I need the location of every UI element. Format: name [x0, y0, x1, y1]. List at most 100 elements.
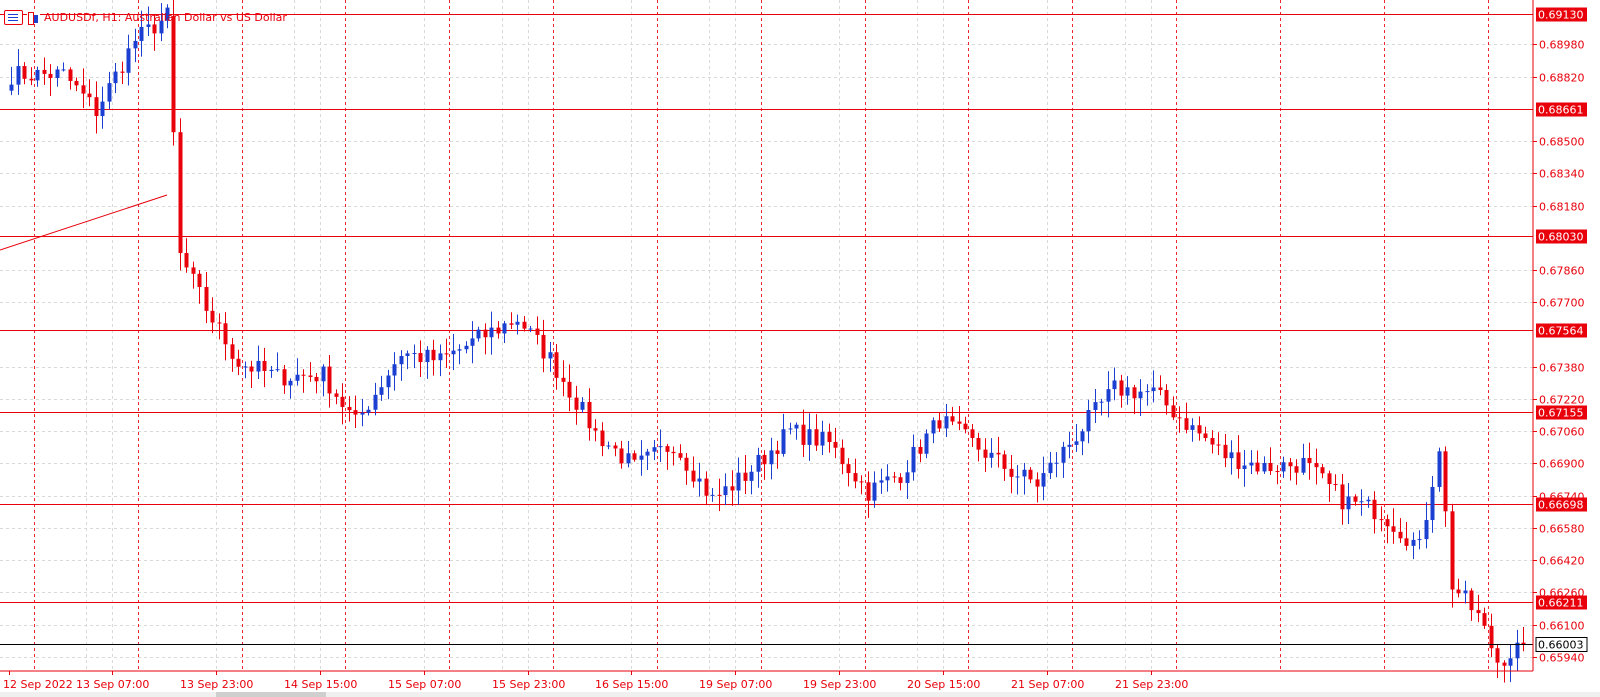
bearish-candle — [775, 450, 780, 454]
bullish-candle — [1022, 469, 1027, 477]
bullish-candle — [243, 366, 248, 368]
bearish-candle — [1307, 457, 1312, 463]
bullish-candle — [16, 66, 21, 85]
bearish-candle — [671, 451, 676, 454]
time-tick-label: 15 Sep 07:00 — [388, 678, 461, 691]
bullish-candle — [639, 455, 644, 460]
time-tick-label: 21 Sep 23:00 — [1115, 678, 1188, 691]
bearish-candle — [1210, 438, 1215, 445]
bearish-candle — [236, 358, 241, 367]
price-tick-label: 0.65940 — [1539, 652, 1585, 665]
bullish-candle — [502, 323, 507, 334]
bullish-candle — [1262, 462, 1267, 472]
trend-line — [0, 194, 168, 251]
bearish-candle — [632, 453, 637, 460]
bullish-candle — [464, 345, 469, 350]
bullish-candle — [989, 452, 994, 458]
bearish-candle — [1385, 519, 1390, 527]
time-tick-label: 21 Sep 07:00 — [1011, 678, 1084, 691]
price-tick-label: 0.66100 — [1539, 620, 1585, 633]
bullish-candle — [457, 349, 462, 351]
price-tick-label: 0.68500 — [1539, 136, 1585, 149]
bullish-candle — [781, 429, 786, 454]
bullish-candle — [100, 101, 105, 117]
bearish-candle — [42, 69, 47, 74]
time-tick-label: 19 Sep 23:00 — [803, 678, 876, 691]
bearish-candle — [892, 476, 897, 478]
bullish-candle — [1437, 451, 1442, 487]
bullish-candle — [606, 445, 611, 447]
bearish-candle — [522, 321, 527, 329]
horizontal-scrollbar[interactable] — [0, 692, 1600, 697]
bullish-candle — [1190, 425, 1195, 430]
bullish-candle — [133, 40, 138, 49]
bearish-candle — [1379, 519, 1384, 521]
bearish-candle — [1340, 484, 1345, 510]
bearish-candle — [1372, 499, 1377, 520]
bullish-candle — [9, 84, 14, 91]
bearish-candle — [535, 328, 540, 335]
bullish-candle — [1430, 486, 1435, 521]
bullish-candle — [1366, 499, 1371, 502]
bullish-candle — [885, 476, 890, 481]
bearish-candle — [81, 85, 86, 94]
bearish-candle — [223, 323, 228, 345]
bullish-candle — [288, 380, 293, 386]
time-tick-label: 15 Sep 23:00 — [492, 678, 565, 691]
bearish-candle — [691, 470, 696, 482]
level-label: 0.66698 — [1538, 499, 1584, 512]
bullish-candle — [1054, 462, 1059, 464]
bullish-candle — [269, 369, 274, 371]
level-label-box — [1536, 595, 1587, 610]
bullish-candle — [392, 364, 397, 376]
bullish-candle — [275, 369, 280, 371]
bullish-candle — [1106, 389, 1111, 402]
bearish-candle — [1158, 387, 1163, 390]
bearish-candle — [1288, 462, 1293, 467]
bullish-candle — [107, 83, 112, 102]
bearish-candle — [1443, 451, 1448, 512]
bearish-candle — [1489, 625, 1494, 649]
candlestick-chart-icon[interactable] — [27, 10, 40, 25]
level-price-labels: 0.69130 0.68661 0.68030 0.67564 0.67155 0.666… — [1536, 7, 1587, 610]
bullish-candle — [807, 429, 812, 445]
bearish-candle — [567, 381, 572, 398]
bullish-candle — [1463, 590, 1468, 594]
bullish-candle — [756, 454, 761, 472]
time-tick-label: 12 Sep 2022 — [3, 678, 73, 691]
bearish-candle — [418, 353, 423, 363]
bearish-candle — [587, 401, 592, 429]
bullish-candle — [1249, 462, 1254, 466]
level-label: 0.68661 — [1538, 104, 1584, 117]
scrollbar-thumb[interactable] — [216, 692, 326, 697]
bullish-candle — [438, 353, 443, 361]
bullish-candle — [710, 494, 715, 496]
current-price-label: 0.66003 — [1535, 637, 1588, 652]
price-tick-label: 0.66580 — [1539, 523, 1585, 536]
bearish-candle — [1177, 417, 1182, 419]
bullish-candle — [1145, 391, 1150, 393]
price-tick-label: 0.67060 — [1539, 426, 1585, 439]
price-tick-label: 0.66420 — [1539, 555, 1585, 568]
bullish-candle — [470, 338, 475, 346]
bearish-candle — [762, 454, 767, 465]
bullish-candle — [35, 69, 40, 81]
bearish-candle — [983, 449, 988, 458]
bullish-candle — [1515, 642, 1520, 659]
bullish-candle — [1125, 387, 1130, 396]
bullish-candle — [736, 472, 741, 491]
bearish-candle — [1164, 389, 1169, 406]
bearish-candle — [866, 482, 871, 501]
bullish-candle — [658, 446, 663, 448]
price-axis: 0.68980 0.68820 0.68500 0.68340 0.68180 0.678… — [1533, 39, 1585, 665]
bearish-candle — [48, 73, 53, 78]
bearish-candle — [431, 349, 436, 361]
bearish-candle — [197, 273, 202, 287]
symbol-list-icon[interactable] — [4, 9, 23, 25]
price-tick-label: 0.67700 — [1539, 297, 1585, 310]
bearish-candle — [1353, 496, 1358, 502]
bearish-candle — [483, 329, 488, 338]
bearish-candle — [1521, 642, 1526, 645]
